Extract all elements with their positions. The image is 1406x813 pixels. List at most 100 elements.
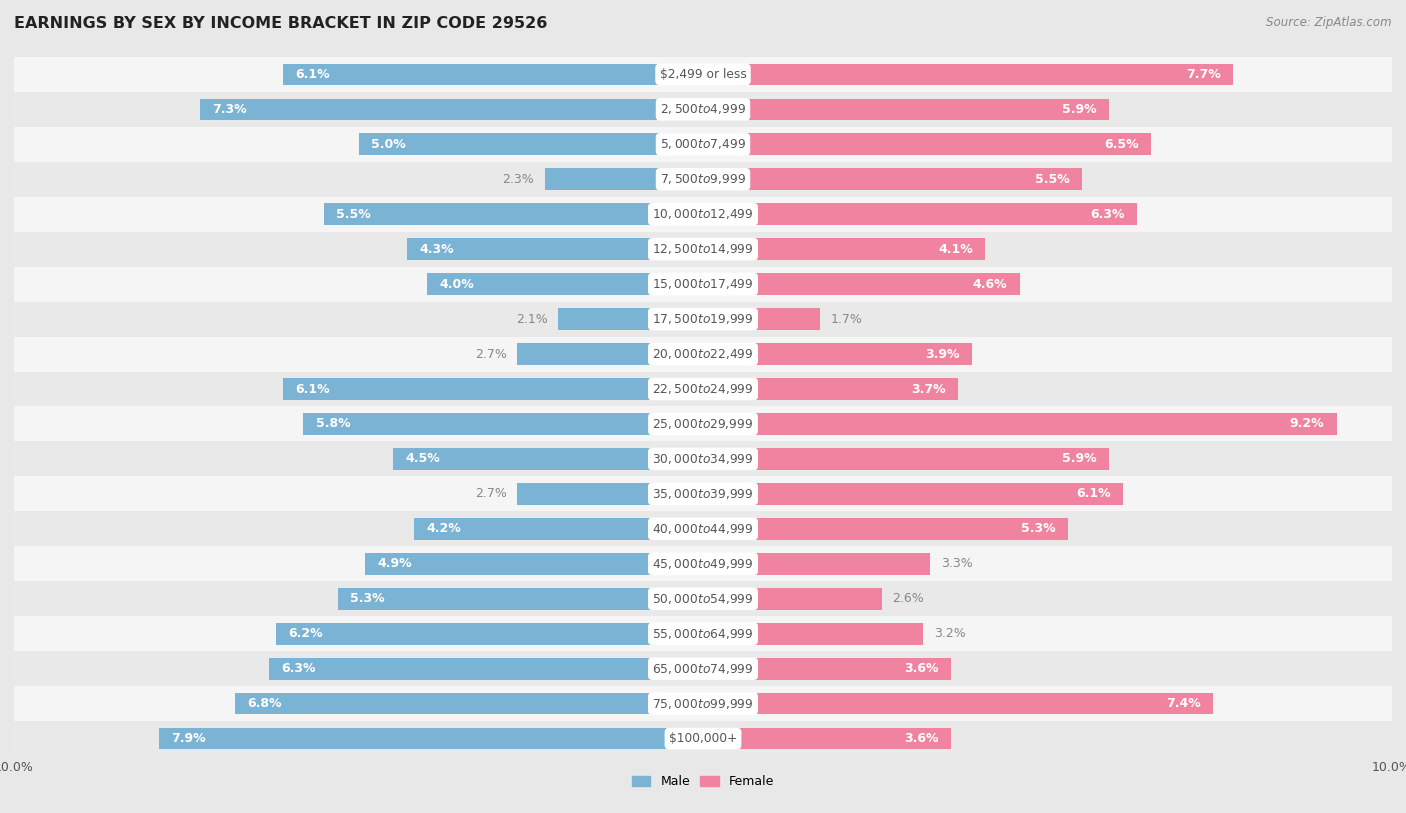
Bar (703, 553, 931, 575)
Text: 3.2%: 3.2% (934, 628, 966, 640)
Bar (14, 92, 1392, 127)
Bar (517, 343, 703, 365)
Text: $30,000 to $34,999: $30,000 to $34,999 (652, 452, 754, 466)
Bar (159, 728, 703, 750)
Text: 9.2%: 9.2% (1289, 418, 1324, 430)
Bar (703, 588, 882, 610)
Bar (323, 203, 703, 225)
Text: $7,500 to $9,999: $7,500 to $9,999 (659, 172, 747, 186)
Bar (14, 267, 1392, 302)
Bar (544, 168, 703, 190)
Text: 5.9%: 5.9% (1063, 453, 1097, 465)
Text: 3.6%: 3.6% (904, 663, 939, 675)
Bar (14, 302, 1392, 337)
Text: 5.3%: 5.3% (350, 593, 385, 605)
Bar (14, 197, 1392, 232)
Text: 4.9%: 4.9% (378, 558, 412, 570)
Bar (14, 406, 1392, 441)
Bar (703, 98, 1109, 120)
Bar (703, 623, 924, 645)
Text: 4.6%: 4.6% (973, 278, 1008, 290)
Text: 1.7%: 1.7% (831, 313, 862, 325)
Text: 3.9%: 3.9% (925, 348, 959, 360)
Text: $22,500 to $24,999: $22,500 to $24,999 (652, 382, 754, 396)
Bar (283, 63, 703, 85)
Text: 2.7%: 2.7% (475, 348, 506, 360)
Bar (703, 378, 957, 400)
Bar (703, 133, 1152, 155)
Text: $35,000 to $39,999: $35,000 to $39,999 (652, 487, 754, 501)
Text: $50,000 to $54,999: $50,000 to $54,999 (652, 592, 754, 606)
Text: 6.1%: 6.1% (295, 383, 330, 395)
Text: $45,000 to $49,999: $45,000 to $49,999 (652, 557, 754, 571)
Bar (703, 273, 1019, 295)
Text: 3.6%: 3.6% (904, 733, 939, 745)
Bar (14, 721, 1392, 756)
Bar (14, 546, 1392, 581)
Text: $75,000 to $99,999: $75,000 to $99,999 (652, 697, 754, 711)
Text: $17,500 to $19,999: $17,500 to $19,999 (652, 312, 754, 326)
Bar (304, 413, 703, 435)
Bar (703, 728, 950, 750)
Text: 3.3%: 3.3% (941, 558, 973, 570)
Text: 7.3%: 7.3% (212, 103, 247, 115)
Bar (14, 441, 1392, 476)
Bar (703, 448, 1109, 470)
Bar (269, 658, 703, 680)
Bar (703, 203, 1137, 225)
Text: 7.4%: 7.4% (1166, 698, 1201, 710)
Text: 6.1%: 6.1% (295, 68, 330, 80)
Bar (406, 238, 703, 260)
Bar (14, 476, 1392, 511)
Bar (703, 693, 1213, 715)
Text: $55,000 to $64,999: $55,000 to $64,999 (652, 627, 754, 641)
Text: 7.9%: 7.9% (172, 733, 205, 745)
Text: $2,499 or less: $2,499 or less (659, 68, 747, 80)
Text: 6.2%: 6.2% (288, 628, 323, 640)
Bar (392, 448, 703, 470)
Bar (703, 413, 1337, 435)
Text: 4.1%: 4.1% (938, 243, 973, 255)
Bar (276, 623, 703, 645)
Text: 5.5%: 5.5% (336, 208, 371, 220)
Bar (14, 372, 1392, 406)
Bar (703, 343, 972, 365)
Text: $20,000 to $22,499: $20,000 to $22,499 (652, 347, 754, 361)
Bar (337, 588, 703, 610)
Bar (283, 378, 703, 400)
Text: 5.8%: 5.8% (316, 418, 350, 430)
Bar (703, 238, 986, 260)
Bar (703, 518, 1069, 540)
Text: 6.3%: 6.3% (281, 663, 316, 675)
Bar (14, 337, 1392, 372)
Text: $2,500 to $4,999: $2,500 to $4,999 (659, 102, 747, 116)
Text: 4.5%: 4.5% (405, 453, 440, 465)
Text: 3.7%: 3.7% (911, 383, 945, 395)
Text: 4.2%: 4.2% (426, 523, 461, 535)
Text: 2.6%: 2.6% (893, 593, 924, 605)
Text: 6.1%: 6.1% (1076, 488, 1111, 500)
Bar (517, 483, 703, 505)
Text: 6.8%: 6.8% (247, 698, 281, 710)
Bar (703, 658, 950, 680)
Text: Source: ZipAtlas.com: Source: ZipAtlas.com (1267, 16, 1392, 29)
Bar (14, 511, 1392, 546)
Bar (14, 651, 1392, 686)
Bar (200, 98, 703, 120)
Text: $40,000 to $44,999: $40,000 to $44,999 (652, 522, 754, 536)
Text: 5.5%: 5.5% (1035, 173, 1070, 185)
Bar (366, 553, 703, 575)
Bar (14, 57, 1392, 92)
Text: 6.5%: 6.5% (1104, 138, 1139, 150)
Text: $100,000+: $100,000+ (669, 733, 737, 745)
Bar (427, 273, 703, 295)
Bar (703, 308, 820, 330)
Text: 2.1%: 2.1% (516, 313, 548, 325)
Text: 2.3%: 2.3% (502, 173, 534, 185)
Bar (14, 127, 1392, 162)
Text: 5.3%: 5.3% (1021, 523, 1056, 535)
Text: $12,500 to $14,999: $12,500 to $14,999 (652, 242, 754, 256)
Text: EARNINGS BY SEX BY INCOME BRACKET IN ZIP CODE 29526: EARNINGS BY SEX BY INCOME BRACKET IN ZIP… (14, 16, 547, 31)
Bar (359, 133, 703, 155)
Text: 6.3%: 6.3% (1090, 208, 1125, 220)
